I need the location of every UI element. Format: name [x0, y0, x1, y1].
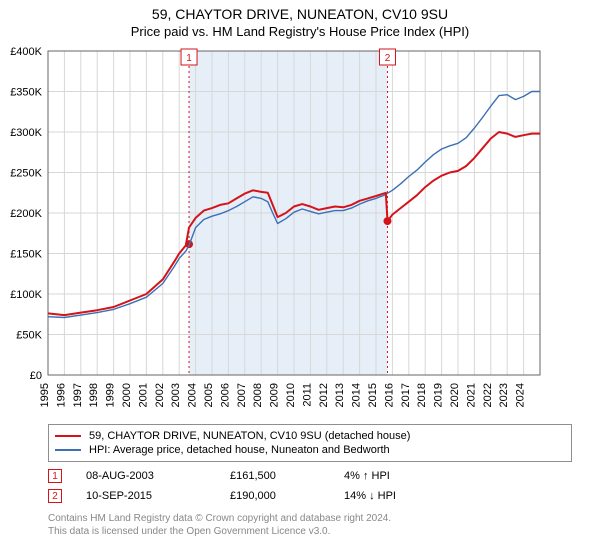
- svg-text:2016: 2016: [383, 383, 395, 407]
- transaction-table: 1 08-AUG-2003 £161,500 4% ↑ HPI 2 10-SEP…: [48, 466, 572, 506]
- svg-text:2020: 2020: [449, 383, 461, 407]
- transaction-marker-2: 2: [48, 489, 62, 503]
- svg-text:2014: 2014: [351, 383, 363, 407]
- svg-text:2017: 2017: [400, 383, 412, 407]
- svg-text:£250K: £250K: [10, 168, 42, 180]
- footnote: Contains HM Land Registry data © Crown c…: [48, 512, 572, 538]
- svg-text:£100K: £100K: [10, 289, 42, 301]
- svg-text:2010: 2010: [285, 383, 297, 407]
- svg-text:1998: 1998: [88, 383, 100, 407]
- transaction-delta: 14% ↓ HPI: [344, 490, 444, 502]
- svg-text:2011: 2011: [301, 383, 313, 407]
- price-chart: £0 £50K £100K £150K £200K £250K £300K £350K £400…: [0, 43, 568, 413]
- svg-text:2007: 2007: [236, 383, 248, 407]
- chart-container: 59, CHAYTOR DRIVE, NUNEATON, CV10 9SU Pr…: [0, 0, 600, 538]
- svg-text:£150K: £150K: [10, 249, 42, 261]
- svg-text:2000: 2000: [121, 383, 133, 407]
- transaction-row: 1 08-AUG-2003 £161,500 4% ↑ HPI: [48, 466, 572, 486]
- transaction-marker-1: 1: [48, 469, 62, 483]
- svg-text:2: 2: [385, 53, 391, 64]
- svg-text:£200K: £200K: [10, 208, 42, 220]
- transaction-date: 08-AUG-2003: [86, 470, 206, 482]
- chart-title: 59, CHAYTOR DRIVE, NUNEATON, CV10 9SU: [0, 6, 600, 22]
- svg-text:£50K: £50K: [16, 330, 42, 342]
- svg-text:2004: 2004: [187, 383, 199, 407]
- svg-text:1997: 1997: [72, 383, 84, 407]
- footnote-line: Contains HM Land Registry data © Crown c…: [48, 512, 572, 525]
- legend-item-hpi: HPI: Average price, detached house, Nune…: [55, 443, 565, 457]
- transaction-delta: 4% ↑ HPI: [344, 470, 444, 482]
- transaction-price: £161,500: [230, 470, 320, 482]
- footnote-line: This data is licensed under the Open Gov…: [48, 525, 572, 538]
- svg-text:2013: 2013: [334, 383, 346, 407]
- svg-text:2012: 2012: [318, 383, 330, 407]
- legend: 59, CHAYTOR DRIVE, NUNEATON, CV10 9SU (d…: [48, 424, 572, 462]
- svg-text:1999: 1999: [105, 383, 117, 407]
- legend-swatch: [55, 449, 81, 451]
- legend-label: HPI: Average price, detached house, Nune…: [89, 444, 390, 456]
- svg-text:2006: 2006: [219, 383, 231, 407]
- transaction-price: £190,000: [230, 490, 320, 502]
- chart-titles: 59, CHAYTOR DRIVE, NUNEATON, CV10 9SU Pr…: [0, 0, 600, 39]
- svg-text:2009: 2009: [269, 383, 281, 407]
- chart-subtitle: Price paid vs. HM Land Registry's House …: [0, 24, 600, 39]
- svg-text:2001: 2001: [137, 383, 149, 407]
- transaction-row: 2 10-SEP-2015 £190,000 14% ↓ HPI: [48, 486, 572, 506]
- svg-text:2003: 2003: [170, 383, 182, 407]
- legend-label: 59, CHAYTOR DRIVE, NUNEATON, CV10 9SU (d…: [89, 430, 410, 442]
- svg-text:2022: 2022: [482, 383, 494, 407]
- svg-text:2002: 2002: [154, 383, 166, 407]
- svg-text:2005: 2005: [203, 383, 215, 407]
- svg-text:2019: 2019: [433, 383, 445, 407]
- svg-text:1995: 1995: [39, 383, 51, 407]
- svg-text:£300K: £300K: [10, 127, 42, 139]
- svg-text:2015: 2015: [367, 383, 379, 407]
- svg-text:2021: 2021: [465, 383, 477, 407]
- svg-text:2008: 2008: [252, 383, 264, 407]
- svg-text:2018: 2018: [416, 383, 428, 407]
- svg-text:£400K: £400K: [10, 46, 42, 58]
- svg-text:1996: 1996: [55, 383, 67, 407]
- legend-item-property: 59, CHAYTOR DRIVE, NUNEATON, CV10 9SU (d…: [55, 429, 565, 443]
- svg-text:2024: 2024: [515, 383, 527, 407]
- svg-text:2023: 2023: [498, 383, 510, 407]
- svg-text:1: 1: [186, 53, 192, 64]
- transaction-date: 10-SEP-2015: [86, 490, 206, 502]
- legend-swatch: [55, 435, 81, 437]
- svg-text:£0: £0: [30, 370, 42, 382]
- svg-text:£350K: £350K: [10, 87, 42, 99]
